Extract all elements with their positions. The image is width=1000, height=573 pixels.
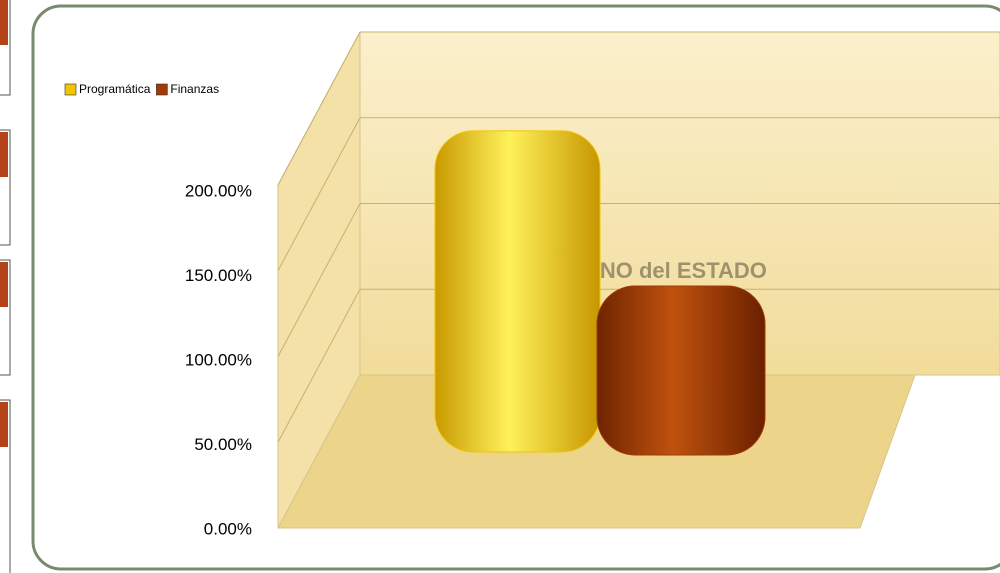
grid-line	[277, 31, 361, 186]
bar	[434, 130, 601, 453]
legend-swatch	[156, 83, 168, 96]
legend-label: Programática	[79, 82, 151, 96]
bar	[596, 285, 766, 456]
grid-line	[277, 117, 361, 271]
y-tick-label: 100.00%	[185, 350, 252, 369]
y-tick-label: 0.00%	[204, 519, 252, 538]
y-tick-label: 150.00%	[185, 266, 252, 285]
side-fragments	[0, 0, 11, 573]
grid-line	[277, 203, 361, 357]
side-tabs	[0, 0, 8, 447]
legend-swatch	[64, 83, 77, 96]
grid-line	[277, 289, 361, 443]
legend-label: Finanzas	[170, 82, 219, 96]
y-tick-label: 200.00%	[185, 181, 252, 200]
y-tick-label: 50.00%	[194, 435, 252, 454]
